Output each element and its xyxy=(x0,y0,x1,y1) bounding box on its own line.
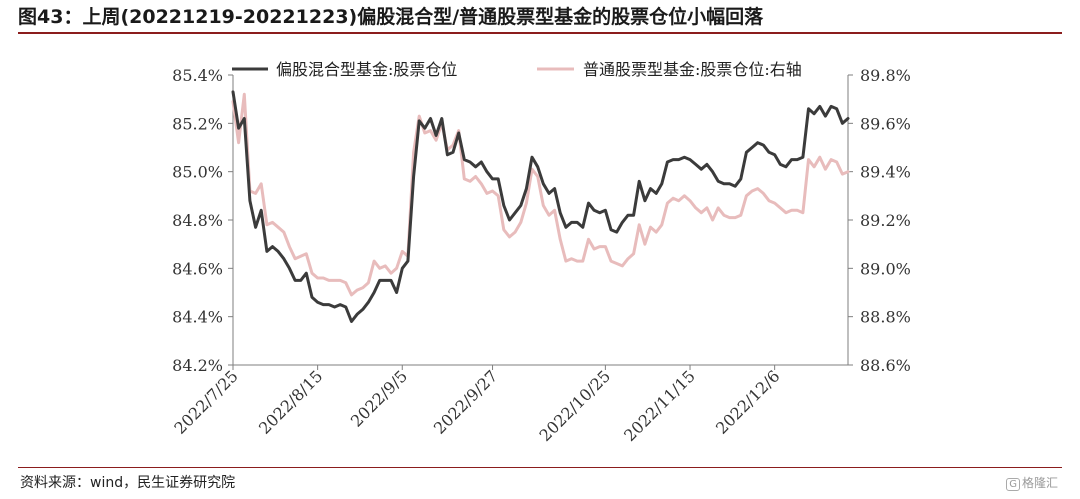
source-note: 资料来源：wind，民生证券研究院 xyxy=(20,475,236,491)
right-y-tick-label: 88.6% xyxy=(860,356,911,375)
right-y-tick-label: 88.8% xyxy=(860,308,911,327)
source-divider xyxy=(18,467,1062,468)
left-y-tick-label: 85.4% xyxy=(172,66,223,85)
x-tick-label: 2022/9/5 xyxy=(347,366,411,430)
series-line-ordinary-equity-fund xyxy=(231,92,850,297)
right-y-tick-label: 89.6% xyxy=(860,114,911,133)
right-y-tick-label: 89.0% xyxy=(860,259,911,278)
right-y-tick-label: 89.2% xyxy=(860,211,911,230)
left-y-tick-label: 84.6% xyxy=(172,259,223,278)
series-line-hybrid-equity-fund xyxy=(231,90,850,323)
chart-legend: 偏股混合型基金:股票仓位 普通股票型基金:股票仓位:右轴 xyxy=(232,60,802,79)
chart-title: 图43：上周(20221219-20221223)偏股混合型/普通股票型基金的股… xyxy=(18,6,764,28)
left-y-tick-label: 84.4% xyxy=(172,308,223,327)
x-tick-label: 2022/11/15 xyxy=(620,366,699,445)
legend-label-left-series: 偏股混合型基金:股票仓位 xyxy=(276,60,457,79)
x-tick-label: 2022/9/27 xyxy=(430,366,501,437)
left-y-tick-label: 84.8% xyxy=(172,211,223,230)
watermark-text: 格隆汇 xyxy=(1021,476,1058,490)
series-layer xyxy=(231,90,850,323)
left-y-tick-label: 85.0% xyxy=(172,163,223,182)
legend-label-right-series: 普通股票型基金:股票仓位:右轴 xyxy=(583,60,802,79)
left-y-tick-label: 85.2% xyxy=(172,114,223,133)
watermark-logo: G xyxy=(1006,478,1020,491)
x-tick-label: 2022/7/25 xyxy=(170,366,241,437)
right-y-tick-label: 89.8% xyxy=(860,66,911,85)
title-divider xyxy=(18,32,1062,34)
x-tick-label: 2022/12/6 xyxy=(712,366,783,437)
left-y-tick-label: 84.2% xyxy=(172,356,223,375)
right-y-tick-label: 89.4% xyxy=(860,163,911,182)
x-tick-label: 2022/10/25 xyxy=(536,366,615,445)
watermark: G 格隆汇 xyxy=(1006,474,1058,491)
x-tick-label: 2022/8/15 xyxy=(255,366,326,437)
